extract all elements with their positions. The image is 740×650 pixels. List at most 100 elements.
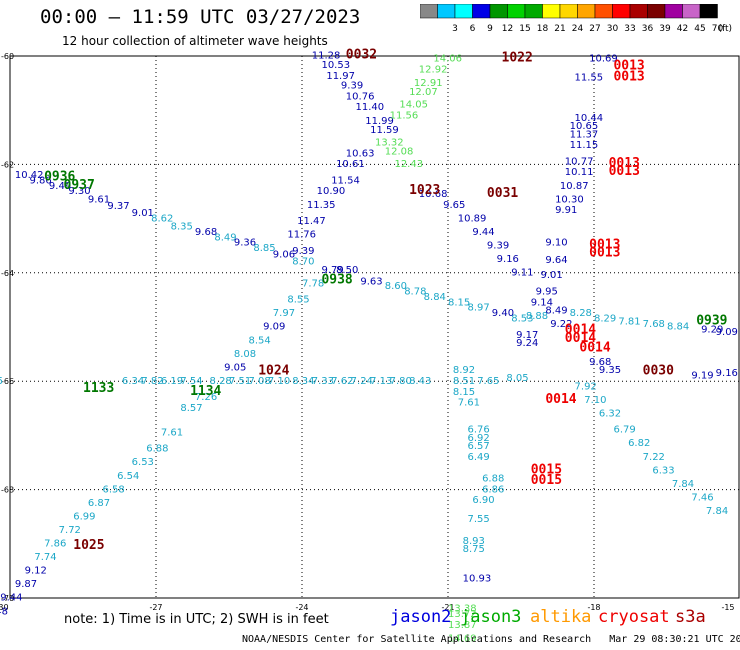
swh-value-label: 7.22 [643, 452, 665, 463]
pass-time-label: 0014 [579, 340, 610, 355]
swh-value-label: 13.32 [375, 137, 404, 148]
lat-tick-label: -70 [1, 594, 14, 603]
swh-value-label: 8.35 [171, 221, 193, 232]
swh-value-label: 6.87 [88, 498, 110, 509]
swh-value-label: 9.40 [492, 308, 514, 319]
pass-time-label: 0015 [531, 473, 562, 488]
swh-value-label: 11.99 [365, 116, 394, 127]
pass-time-label: 0013 [589, 237, 620, 252]
colorbar-tick-label: 33 [624, 24, 635, 34]
pass-time-label: 0015 [531, 462, 562, 477]
swh-value-label: 9.48 [0, 606, 8, 617]
swh-value-label: 7.92 [575, 381, 597, 392]
swh-value-label: 8.70 [292, 257, 314, 268]
colorbar-swatch [699, 4, 718, 19]
swh-value-label: 10.87 [560, 181, 589, 192]
swh-value-label: 8.43 [409, 376, 431, 387]
swh-value-label: 11.47 [297, 216, 326, 227]
colorbar-tick-label: 15 [519, 24, 530, 34]
pass-time-label: 0013 [609, 156, 640, 171]
swh-value-label: 6.34 [122, 376, 144, 387]
swh-value-label: 7.80 [390, 376, 412, 387]
swh-value-label: 14.69 [448, 633, 477, 644]
swh-value-label: 9.01 [132, 208, 154, 219]
swh-value-label: 6.92 [467, 433, 489, 444]
swh-value-label: 8.49 [545, 305, 567, 316]
swh-value-label: 10.76 [346, 91, 375, 102]
credit-line: NOAA/NESDIS Center for Satellite Applica… [242, 634, 740, 645]
swh-value-label: 6.33 [652, 465, 674, 476]
swh-value-label: 11.54 [331, 175, 360, 186]
pass-time-label: 0013 [609, 164, 640, 179]
swh-value-label: 11.59 [370, 125, 399, 136]
swh-value-label: 10.61 [336, 159, 365, 170]
pass-time-label: 0013 [613, 59, 644, 74]
satellite-legend-jason3: jason3 [460, 607, 522, 627]
lat-tick-label: -64 [1, 269, 14, 278]
color-scale-legend: 3 6 9 12 15 18 21 24 27 30 33 36 39 42 45 70(ft) [420, 4, 732, 34]
swh-value-label: 6.32 [599, 408, 621, 419]
swh-value-label: 8.29 [594, 314, 616, 325]
page-title: 00:00 – 11:59 UTC 03/27/2023 [40, 6, 361, 28]
pass-time-label: 1134 [190, 384, 221, 399]
swh-value-label: 6.79 [613, 425, 635, 436]
swh-value-label: 7.46 [691, 492, 713, 503]
swh-value-label: 12.91 [414, 78, 443, 89]
swh-value-label: 11.76 [287, 230, 316, 241]
lon-tick-label: -24 [295, 603, 308, 612]
swh-value-label: 8.84 [667, 322, 689, 333]
swh-value-label: 10.77 [565, 156, 594, 167]
pass-time-label: 0013 [589, 246, 620, 261]
swh-value-label: 14.06 [433, 53, 462, 64]
colorbar-tick-label: 3 [452, 24, 458, 34]
swh-value-label: 9.01 [540, 270, 562, 281]
colorbar-tick-label: 18 [537, 24, 549, 34]
colorbar-tick-label: 42 [677, 24, 688, 34]
swh-value-label: 12.07 [409, 87, 438, 98]
swh-value-label: 8.05 [506, 373, 528, 384]
swh-value-label: 7.68 [643, 319, 665, 330]
swh-value-label: 9.37 [107, 201, 129, 212]
colorbar-tick-label: 12 [502, 24, 513, 34]
swh-value-label: 9.91 [555, 205, 577, 216]
swh-value-label: 9.87 [15, 579, 37, 590]
swh-value-label: 11.56 [390, 110, 419, 121]
swh-value-label: 7.13 [370, 376, 392, 387]
swh-value-label: 9.11 [511, 268, 533, 279]
swh-value-label: 10.42 [15, 170, 44, 181]
swh-value-label: 7.24 [351, 376, 373, 387]
swh-value-label: 7.10 [584, 395, 606, 406]
swh-value-label: 10.65 [570, 121, 599, 132]
swh-value-label: 8.97 [467, 303, 489, 314]
swh-value-label: 9.12 [25, 566, 47, 577]
swh-value-label: 8.57 [180, 403, 202, 414]
swh-value-label: 8.92 [453, 365, 475, 376]
swh-value-label: 11.40 [356, 102, 385, 113]
swh-value-label: 9.09 [716, 327, 738, 338]
pass-time-label: 0030 [643, 364, 674, 379]
swh-value-label: 9.79 [321, 265, 343, 276]
pass-time-label: 0938 [321, 273, 352, 288]
pass-time-label: 0014 [565, 331, 596, 346]
colorbar-tick-label: 70 [712, 24, 724, 34]
swh-value-label: 7.61 [161, 427, 183, 438]
swh-value-label: 10.89 [458, 213, 487, 224]
colorbar-tick-label: 39 [659, 24, 671, 34]
swh-value-label: 8.75 [463, 544, 485, 555]
swh-value-label: 7.51 [229, 376, 251, 387]
swh-value-label: 9.16 [716, 368, 738, 379]
swh-value-label: 11.35 [307, 200, 336, 211]
swh-value-label: 12.92 [419, 64, 448, 75]
swh-value-label: 6.82 [628, 438, 650, 449]
swh-value-label: 6.58 [102, 484, 124, 495]
lon-tick-label: -27 [149, 603, 162, 612]
swh-value-label: 9.10 [545, 238, 567, 249]
footer-note: note: 1) Time is in UTC; 2) SWH is in fe… [64, 612, 329, 627]
swh-value-label: 7.62 [331, 376, 353, 387]
pass-time-label: 0014 [545, 392, 576, 407]
lat-tick-label: -68 [1, 486, 14, 495]
swh-value-label: 8.15 [448, 297, 470, 308]
swh-value-label: 14.05 [399, 99, 428, 110]
swh-value-label: 7.55 [467, 514, 489, 525]
swh-value-label: 8.08 [234, 349, 256, 360]
